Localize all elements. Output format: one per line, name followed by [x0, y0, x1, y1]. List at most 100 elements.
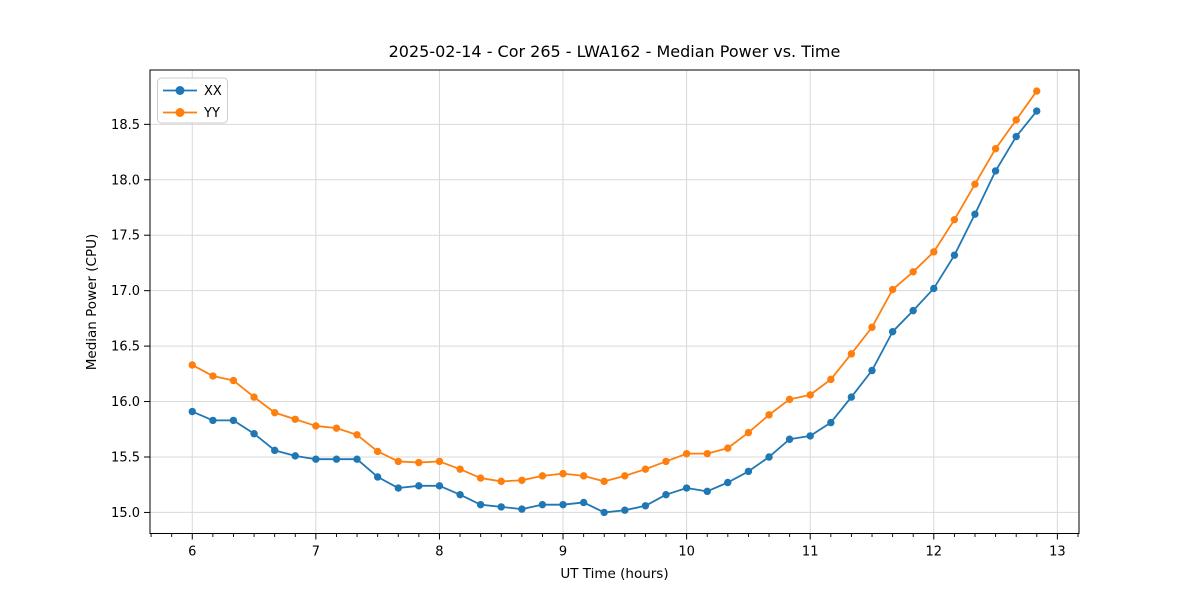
x-tick-label: 13 — [1049, 545, 1066, 560]
data-point-YY — [456, 465, 464, 473]
data-point-XX — [188, 407, 196, 416]
data-point-XX — [785, 435, 794, 443]
data-point-XX — [209, 416, 217, 425]
data-point-YY — [373, 447, 382, 456]
data-point-XX — [662, 490, 670, 499]
y-tick-label: 16.5 — [111, 340, 140, 355]
data-point-YY — [991, 145, 1000, 153]
data-point-YY — [188, 361, 196, 369]
data-point-YY — [415, 458, 423, 467]
data-point-YY — [291, 415, 299, 423]
data-point-YY — [394, 457, 402, 466]
y-tick-label: 15.5 — [111, 450, 140, 465]
data-point-YY — [827, 375, 835, 384]
data-point-XX — [847, 393, 856, 401]
data-point-YY — [1033, 87, 1041, 95]
data-point-XX — [827, 418, 835, 427]
x-tick-label: 9 — [559, 545, 567, 560]
data-point-XX — [1012, 132, 1020, 141]
chart-title: 2025-02-14 - Cor 265 - LWA162 - Median P… — [389, 42, 841, 61]
data-point-XX — [518, 505, 526, 513]
x-tick-label: 6 — [188, 545, 196, 560]
data-point-XX — [950, 251, 959, 259]
data-point-XX — [291, 452, 299, 460]
tick-layer: 6 7 8 9 10 11 12 13 15.0 15.5 16.0 16.5 17.0 17.5 18.0… — [111, 118, 1079, 560]
data-point-YY — [600, 477, 608, 486]
data-point-XX — [600, 508, 608, 517]
data-point-XX — [1033, 107, 1041, 115]
data-point-YY — [806, 391, 814, 399]
data-point-YY — [971, 180, 979, 188]
data-point-YY — [476, 474, 485, 482]
legend-marker-YY — [175, 108, 185, 117]
x-axis-label: UT Time (hours) — [560, 566, 668, 582]
data-point-XX — [435, 482, 444, 490]
data-point-XX — [765, 453, 773, 461]
data-point-XX — [353, 455, 361, 463]
data-point-YY — [621, 472, 629, 480]
data-point-XX — [373, 473, 382, 481]
data-point-XX — [415, 482, 423, 490]
data-point-XX — [703, 487, 711, 496]
x-tick-label: 10 — [678, 545, 695, 560]
legend-label-YY: YY — [203, 106, 220, 121]
data-point-XX — [476, 500, 485, 509]
data-point-XX — [456, 490, 464, 499]
series-layer — [188, 87, 1041, 517]
data-point-YY — [497, 477, 505, 486]
x-tick-label: 12 — [926, 545, 943, 560]
data-point-YY — [353, 431, 361, 439]
axes-frame — [149, 69, 1080, 534]
data-point-YY — [744, 428, 753, 437]
data-point-YY — [518, 476, 526, 484]
data-point-XX — [971, 210, 979, 218]
data-point-YY — [682, 449, 691, 458]
data-point-XX — [909, 306, 917, 315]
data-point-YY — [888, 285, 897, 294]
series-line-YY — [191, 90, 1038, 483]
data-point-XX — [991, 167, 1000, 175]
data-point-XX — [332, 455, 341, 463]
data-point-YY — [662, 457, 670, 466]
data-point-YY — [785, 395, 794, 404]
data-point-YY — [271, 408, 279, 417]
data-point-YY — [435, 457, 444, 466]
data-point-YY — [559, 469, 567, 478]
data-point-YY — [930, 248, 938, 256]
data-point-XX — [559, 500, 567, 509]
data-point-YY — [332, 424, 341, 432]
data-point-YY — [724, 444, 732, 452]
data-point-XX — [682, 484, 691, 492]
y-tick-label: 18.0 — [111, 173, 140, 188]
legend-label-XX: XX — [204, 84, 222, 99]
data-point-YY — [909, 268, 917, 276]
data-point-YY — [765, 411, 773, 419]
data-point-XX — [394, 484, 402, 492]
data-point-YY — [250, 393, 258, 401]
data-point-XX — [744, 467, 753, 476]
data-point-YY — [229, 376, 238, 385]
data-point-XX — [579, 498, 588, 507]
data-point-XX — [868, 366, 876, 375]
data-point-XX — [621, 506, 629, 514]
data-point-XX — [724, 478, 732, 487]
y-tick-label: 15.0 — [111, 506, 140, 521]
data-point-YY — [703, 449, 711, 458]
y-tick-label: 18.5 — [111, 118, 140, 133]
data-point-YY — [847, 350, 856, 358]
data-point-YY — [641, 465, 650, 473]
data-point-XX — [538, 500, 547, 509]
data-point-YY — [538, 472, 547, 480]
data-point-XX — [312, 455, 320, 463]
data-point-XX — [641, 502, 650, 510]
y-tick-label: 17.5 — [111, 229, 140, 244]
x-tick-label: 8 — [435, 545, 443, 560]
x-tick-label: 7 — [312, 545, 320, 560]
axes-spines — [149, 69, 1080, 534]
data-point-YY — [868, 323, 876, 331]
legend: XX YY — [157, 77, 228, 124]
data-point-XX — [806, 432, 814, 440]
data-point-XX — [271, 446, 279, 455]
